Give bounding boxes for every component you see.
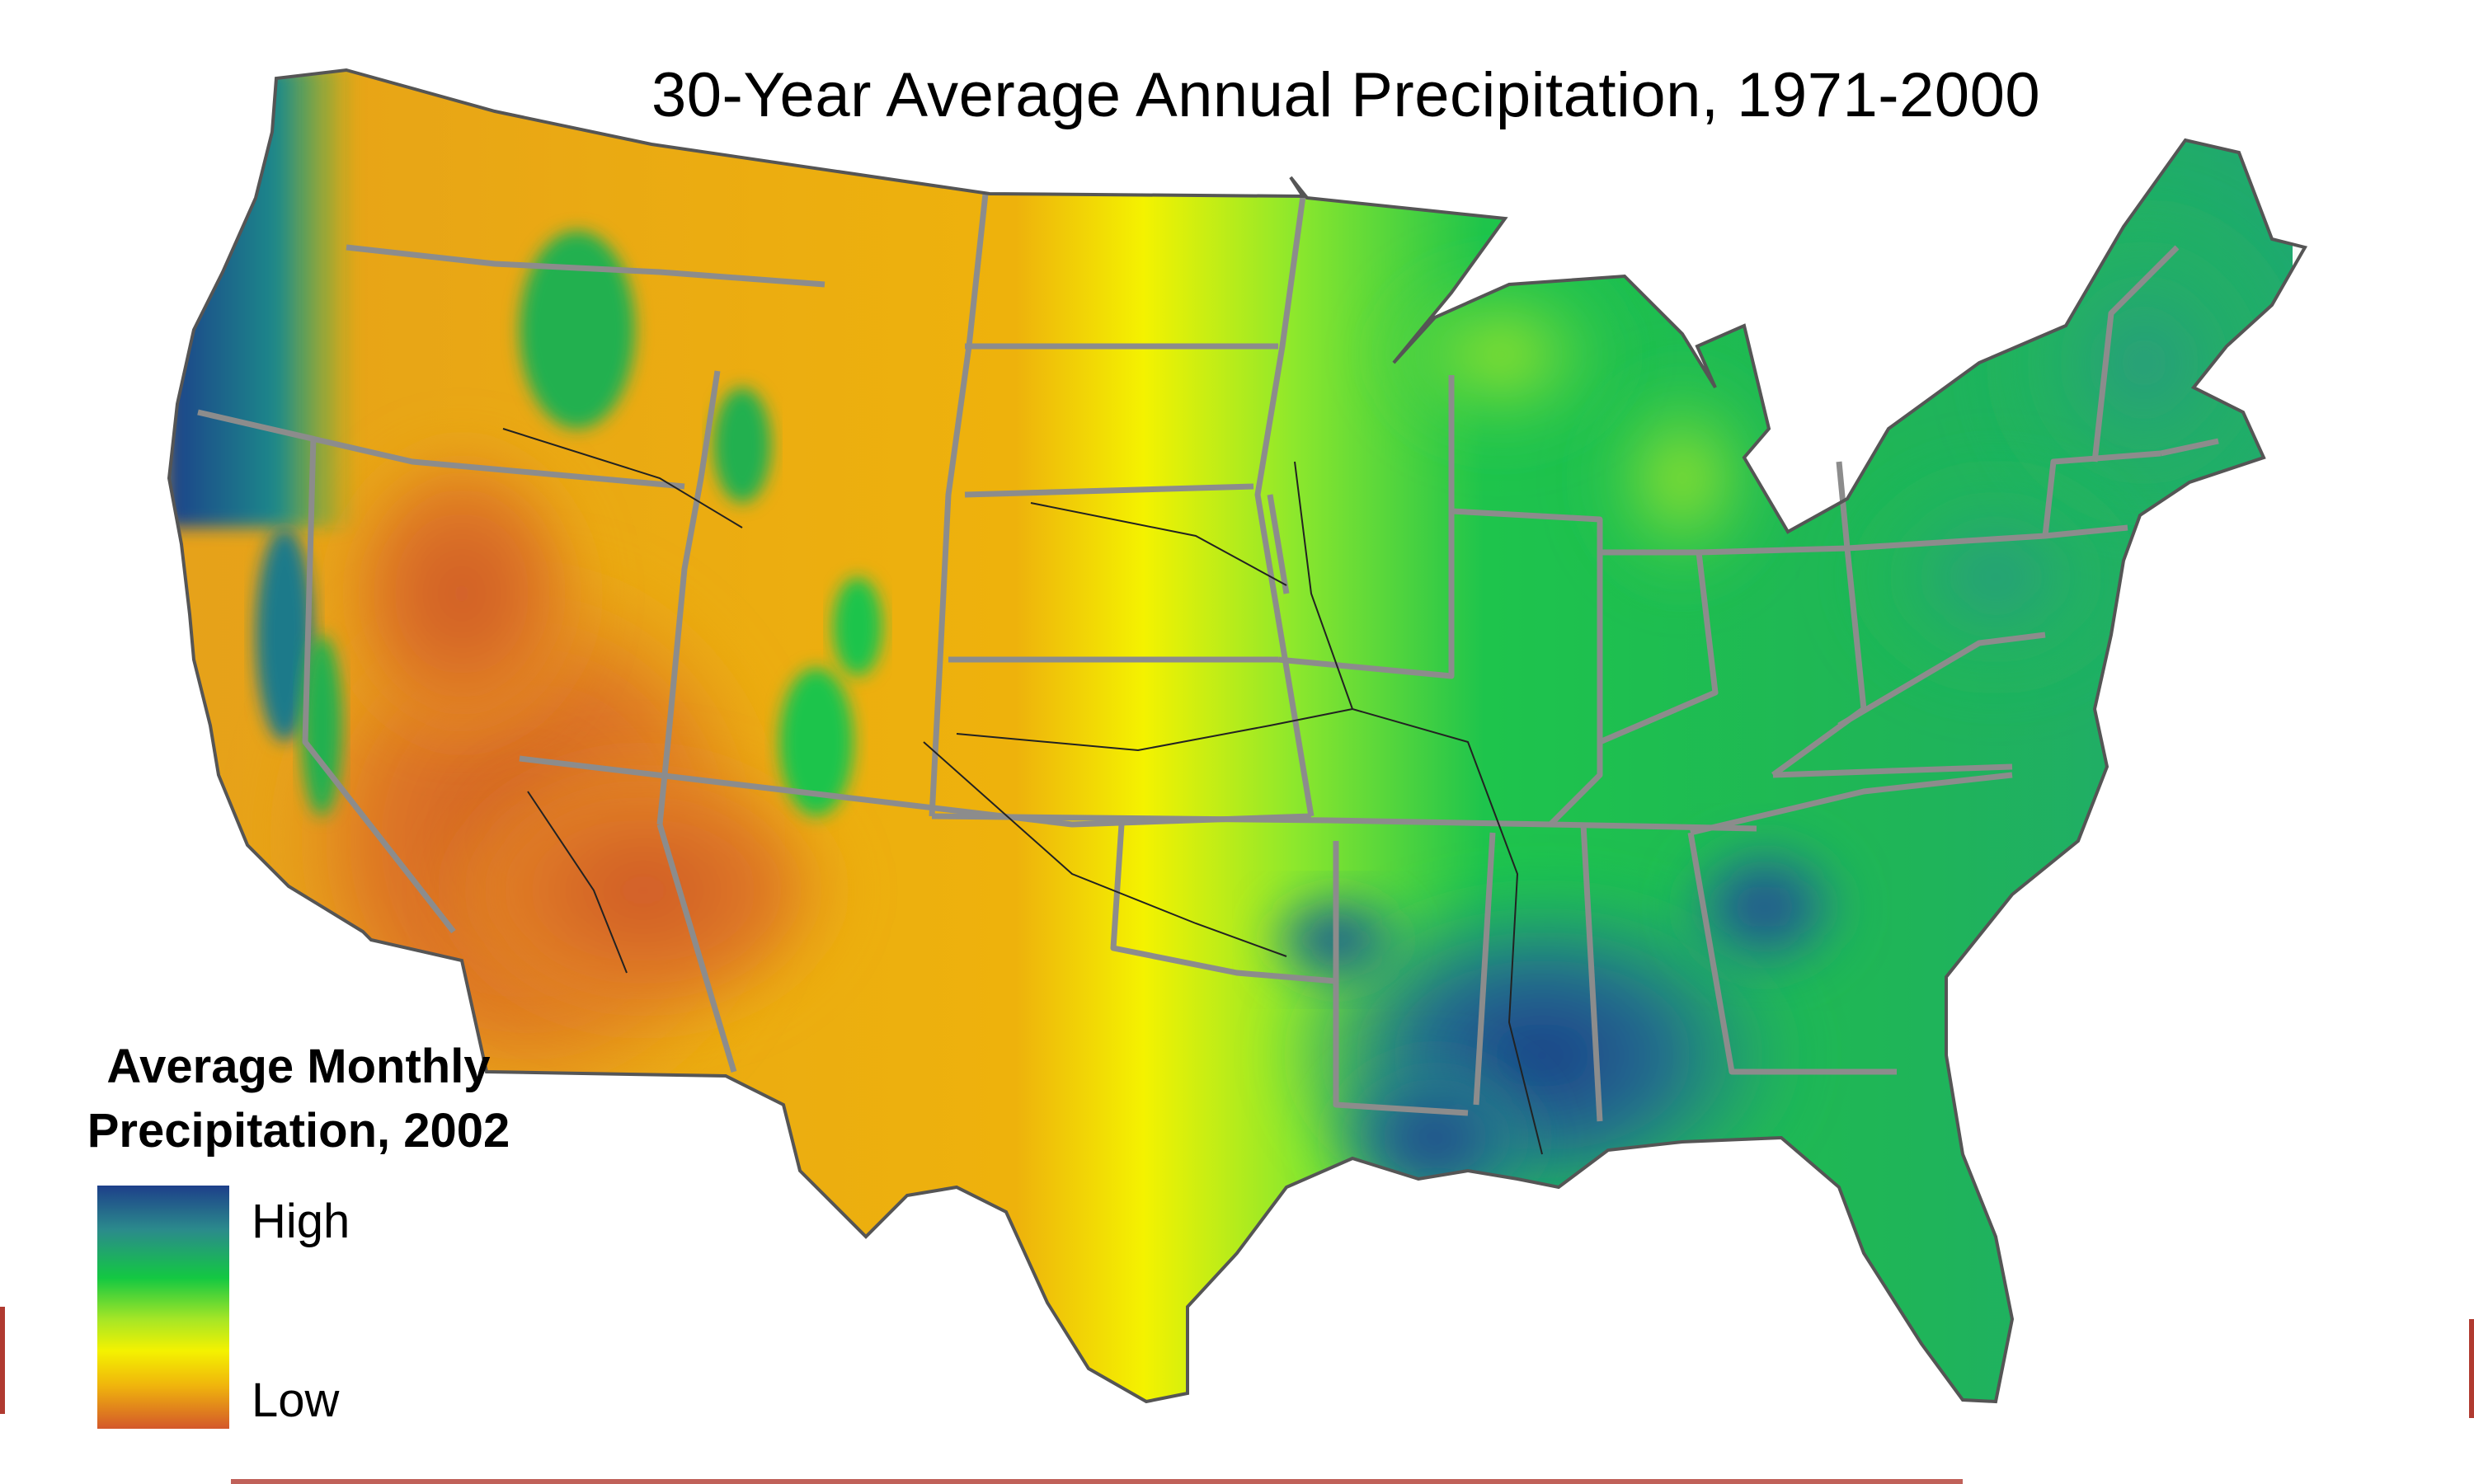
left-edge-mark [0, 1307, 5, 1414]
legend-title: Average Monthly Precipitation, 2002 [51, 1035, 546, 1163]
river-lines [502, 428, 1543, 1155]
precipitation-raster [169, 70, 2305, 1402]
legend-color-ramp [97, 1186, 229, 1429]
legend-low-label: Low [252, 1374, 340, 1427]
state-borders [197, 193, 2219, 1122]
right-edge-mark [2469, 1319, 2474, 1418]
legend-title-line1: Average Monthly [106, 1040, 491, 1093]
legend-title-line2: Precipitation, 2002 [87, 1104, 510, 1158]
map-title: 30-Year Average Annual Precipitation, 19… [651, 60, 2041, 130]
bottom-edge-mark [231, 1479, 1963, 1484]
legend-high-label: High [252, 1195, 350, 1248]
